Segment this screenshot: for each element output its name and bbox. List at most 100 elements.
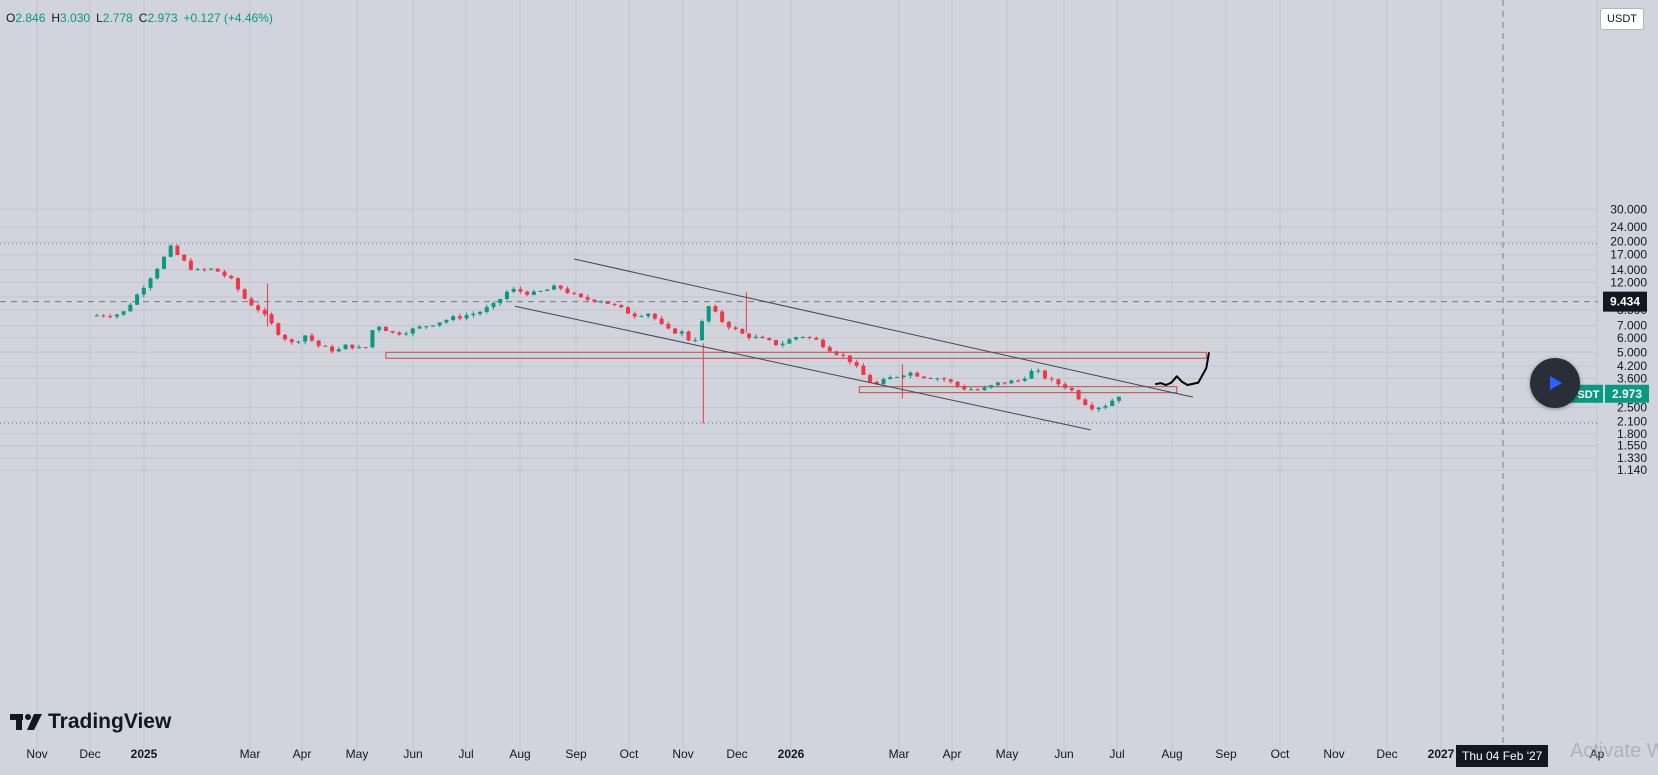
candle-body: [168, 245, 173, 257]
candle-body: [1110, 400, 1115, 407]
forecast-drawing: [1155, 352, 1210, 386]
candle-body: [861, 365, 866, 375]
open-value: 2.846: [15, 11, 46, 25]
y-tick-label: 30.000: [1610, 202, 1647, 216]
candle-body: [525, 291, 530, 295]
candle-body: [908, 372, 913, 376]
tradingview-logo[interactable]: TradingView: [10, 710, 171, 734]
candle-body: [1009, 380, 1014, 384]
candle-body: [915, 372, 920, 377]
candle-body: [410, 328, 415, 334]
candle-body: [377, 326, 382, 331]
x-tick-label: 2027: [1428, 747, 1455, 761]
x-tick-label: Nov: [1323, 747, 1344, 761]
candle-body: [666, 323, 671, 329]
x-tick-label: Jun: [403, 747, 422, 761]
candle-body: [901, 375, 906, 377]
candle-body: [888, 377, 893, 380]
candle-body: [720, 311, 725, 322]
change-value: +0.127 (+4.46%): [183, 11, 273, 25]
candle-body: [195, 269, 200, 271]
candle-body: [303, 335, 308, 342]
candle-body: [202, 269, 207, 271]
candle-body: [491, 303, 496, 308]
candle-body: [161, 256, 166, 269]
candle-body: [357, 347, 361, 349]
candle-body: [740, 329, 745, 334]
candle-body: [834, 351, 839, 355]
y-tick-label: 1.140: [1617, 463, 1647, 477]
candle-body: [733, 327, 738, 330]
quote-currency-button[interactable]: USDT: [1600, 8, 1644, 30]
candle-body: [854, 362, 859, 366]
candle-body: [874, 381, 879, 385]
candle-body: [693, 340, 698, 342]
candle-body: [188, 260, 193, 270]
candle-body: [471, 313, 476, 316]
candle-body: [1002, 382, 1007, 384]
upper-trendline: [574, 258, 1194, 398]
candle-body: [256, 305, 261, 311]
candle-body: [545, 289, 550, 291]
x-tick-label: Jun: [1054, 747, 1073, 761]
candle-body: [101, 315, 106, 317]
candle-body: [444, 320, 449, 323]
lower-trendline: [514, 305, 1091, 431]
y-tick-label: 17.000: [1610, 248, 1647, 262]
candle-body: [269, 314, 274, 324]
candle-body: [632, 313, 637, 317]
candle-body: [383, 326, 388, 332]
candle-body: [1116, 396, 1121, 401]
candle-body: [390, 331, 395, 333]
candle-body: [868, 374, 873, 382]
candle-body: [578, 293, 583, 298]
candle-body: [148, 278, 153, 288]
candle-body: [619, 304, 624, 308]
candle-body: [847, 355, 852, 363]
candle-body: [484, 307, 489, 312]
candle-body: [928, 378, 933, 380]
candle-body: [350, 344, 355, 349]
x-tick-label: Apr: [943, 747, 962, 761]
candle-body: [511, 288, 516, 292]
x-tick-label: Aug: [1161, 747, 1182, 761]
candle-body: [309, 335, 314, 341]
candle-body: [1049, 378, 1054, 380]
candle-body: [895, 376, 899, 378]
candle-body: [1063, 384, 1068, 388]
x-tick-label: 2026: [778, 747, 805, 761]
y-tick-label: 24.000: [1610, 220, 1647, 234]
x-tick-label: Dec: [1376, 747, 1397, 761]
candle-body: [108, 316, 113, 318]
play-icon: [1550, 376, 1562, 390]
candle-body: [1096, 407, 1101, 410]
candle-body: [558, 285, 563, 289]
candle-body: [787, 339, 792, 344]
candle-body: [968, 389, 973, 391]
candle-body: [464, 315, 469, 319]
y-tick-label: 7.000: [1617, 318, 1647, 332]
candle-body: [935, 378, 940, 380]
x-tick-label: Sep: [565, 747, 587, 761]
y-tick-label: 4.200: [1617, 359, 1647, 373]
candle-body: [215, 268, 220, 272]
candle-body: [289, 339, 294, 343]
crosshair-date-label: Thu 04 Feb '27: [1456, 745, 1549, 767]
replay-button[interactable]: [1530, 358, 1580, 408]
x-tick-label: Dec: [79, 747, 100, 761]
candle-body: [881, 379, 886, 385]
candle-body: [370, 330, 375, 348]
x-tick-label: Oct: [620, 747, 639, 761]
candle-body: [652, 313, 657, 319]
candle-body: [182, 254, 187, 261]
candle-body: [229, 275, 234, 279]
plot-background: [0, 0, 1598, 755]
x-tick-label: Apr: [293, 747, 312, 761]
candle-body: [175, 245, 180, 255]
close-label: C: [138, 11, 148, 25]
candle-body: [592, 299, 597, 302]
candle-body: [747, 333, 752, 338]
candle-body: [659, 318, 664, 324]
